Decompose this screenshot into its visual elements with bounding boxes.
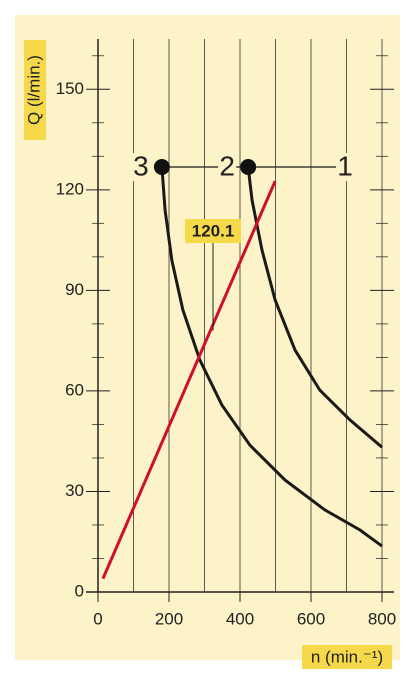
- y-tick-label: 0: [75, 581, 84, 600]
- series-line: [246, 166, 383, 449]
- annotation-box: [185, 219, 242, 244]
- point-label: 2: [219, 150, 235, 181]
- y-axis-label-group: Q (l/min.): [24, 40, 46, 140]
- y-tick-label: 60: [65, 380, 84, 399]
- x-tick-label: 800: [368, 609, 396, 628]
- annotation: 120.1: [192, 222, 235, 241]
- y-tick-label: 30: [65, 481, 84, 500]
- point: [153, 159, 170, 176]
- point-label: 3: [133, 150, 149, 181]
- x-axis-label: n (min.⁻¹): [311, 647, 383, 666]
- y-tick-label: 120: [56, 179, 84, 198]
- series-line: [101, 180, 277, 580]
- series-line: [160, 166, 383, 548]
- y-tick-label: 90: [65, 280, 84, 299]
- label-bg: [218, 153, 237, 182]
- y-label-box: [24, 40, 46, 140]
- label-bg: [336, 153, 355, 182]
- x-tick-label: 0: [93, 609, 102, 628]
- x-tick-label: 600: [297, 609, 325, 628]
- x-label-box: [302, 645, 392, 669]
- point: [240, 159, 257, 176]
- y-tick-label: 150: [56, 79, 84, 98]
- point-label: 1: [337, 150, 353, 181]
- label-bg: [131, 153, 150, 182]
- x-tick-label: 200: [155, 609, 183, 628]
- x-tick-label: 400: [226, 609, 254, 628]
- y-axis-label: Q (l/min.): [24, 55, 43, 125]
